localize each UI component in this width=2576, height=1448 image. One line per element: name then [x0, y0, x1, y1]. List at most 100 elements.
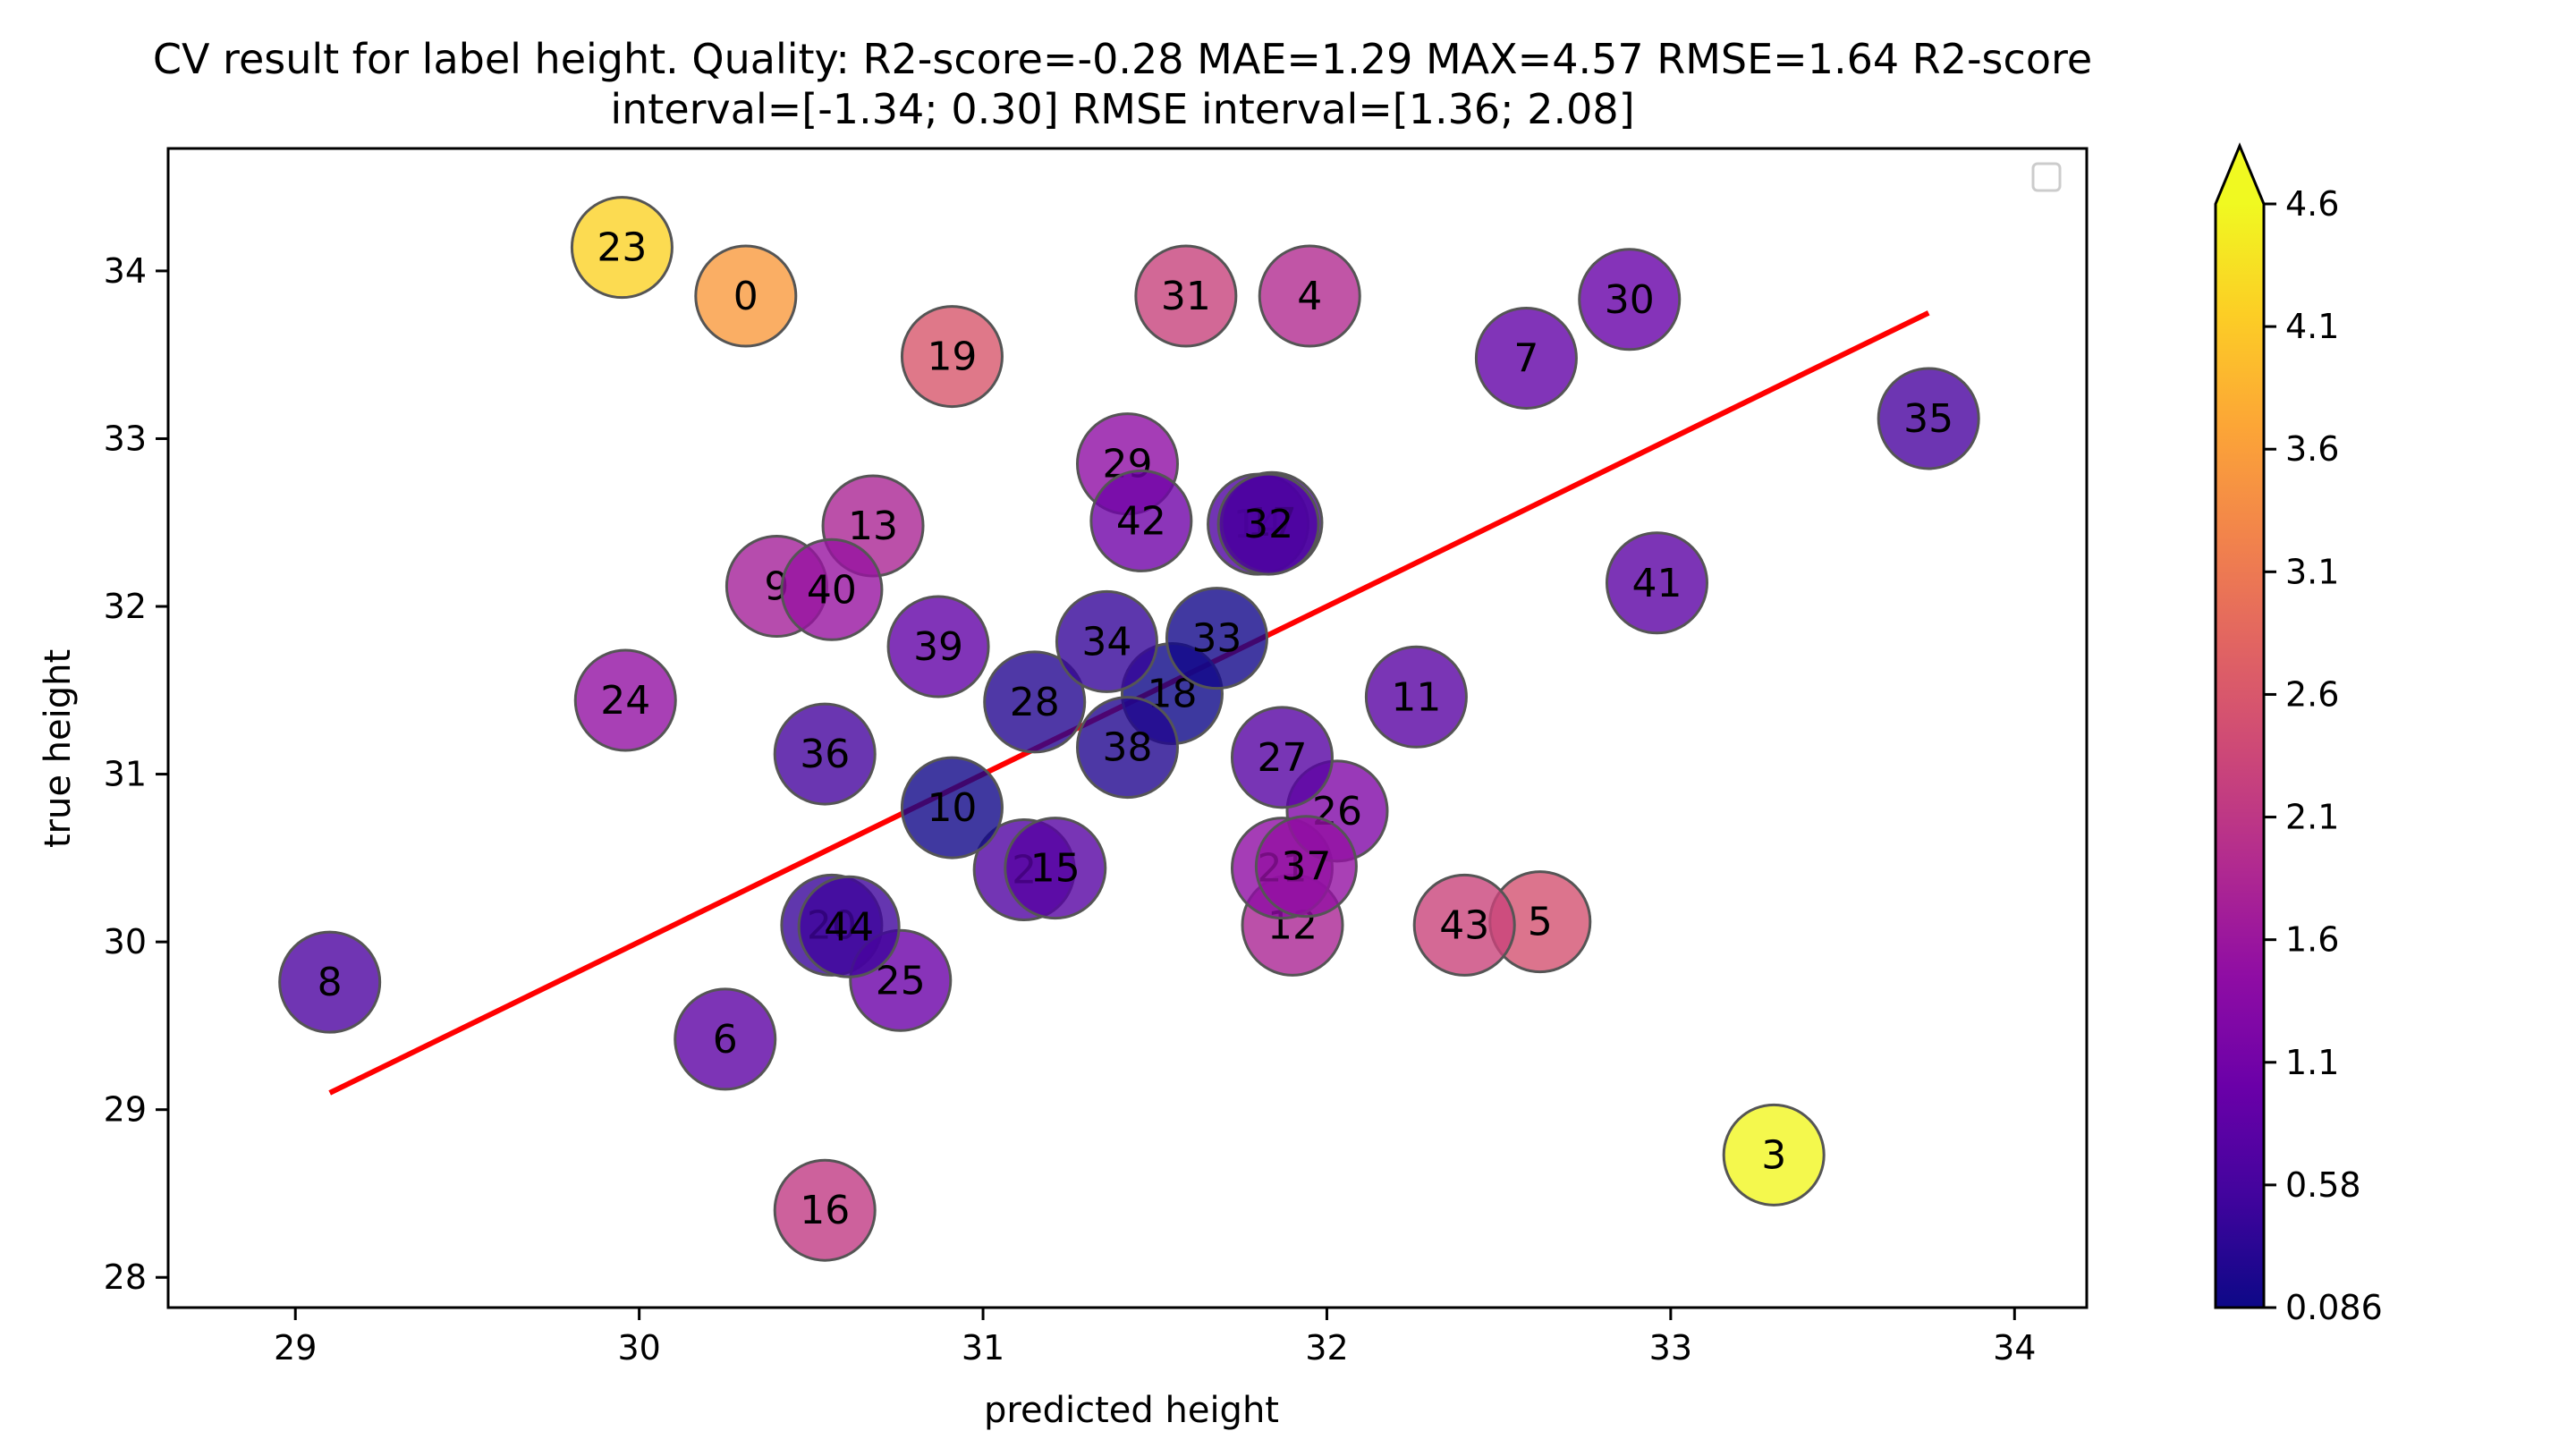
x-tick-label: 31	[962, 1328, 1004, 1368]
data-point: 39	[886, 595, 990, 699]
point-marker	[1254, 815, 1358, 919]
data-point: 8	[278, 930, 382, 1034]
point-label: 34	[1081, 619, 1131, 665]
point-label: 33	[1191, 616, 1241, 662]
point-marker	[1722, 1103, 1826, 1207]
y-tick-label: 30	[104, 922, 147, 961]
data-point: 15	[1004, 817, 1107, 920]
colorbar-tick-label: 4.6	[2285, 184, 2339, 224]
data-point: 32	[1216, 472, 1320, 576]
point-marker	[1258, 244, 1361, 348]
data-point: 30	[1578, 248, 1682, 351]
legend-box	[2031, 162, 2062, 192]
data-point: 23	[570, 196, 674, 300]
point-label: 0	[733, 274, 758, 319]
point-marker	[573, 648, 677, 752]
point-marker	[570, 196, 674, 300]
point-marker	[780, 538, 884, 641]
point-label: 37	[1281, 844, 1331, 890]
point-marker	[278, 930, 382, 1034]
point-marker	[773, 702, 877, 806]
point-label: 27	[1257, 735, 1307, 781]
point-label: 44	[824, 904, 874, 950]
point-marker	[694, 244, 798, 348]
data-point: 10	[900, 756, 1004, 859]
point-marker	[1076, 696, 1179, 800]
point-marker	[900, 756, 1004, 859]
data-point: 36	[773, 702, 877, 806]
point-label: 32	[1243, 502, 1293, 547]
point-label: 39	[913, 624, 963, 670]
data-point: 33	[1165, 587, 1268, 690]
point-marker	[886, 595, 990, 699]
point-marker	[1165, 587, 1268, 690]
x-tick-label: 30	[617, 1328, 660, 1368]
point-marker	[1230, 706, 1334, 809]
data-point: 41	[1605, 531, 1708, 635]
data-point: 16	[773, 1158, 877, 1262]
data-point: 34	[1055, 589, 1158, 693]
point-label: 16	[800, 1188, 850, 1233]
data-point: 27	[1230, 706, 1334, 809]
point-label: 24	[600, 678, 650, 724]
point-label: 15	[1030, 846, 1080, 892]
data-point: 42	[1089, 469, 1193, 572]
points-group: 0234567891011121314151617181920212324252…	[278, 196, 1980, 1262]
point-label: 4	[1297, 274, 1322, 319]
y-tick-label: 34	[104, 251, 147, 291]
point-label: 23	[597, 225, 647, 271]
point-marker	[983, 650, 1087, 754]
point-marker	[797, 875, 901, 978]
point-marker	[1134, 244, 1238, 348]
data-point: 19	[900, 305, 1004, 409]
point-label: 8	[318, 960, 343, 1005]
point-marker	[900, 305, 1004, 409]
point-label: 11	[1391, 674, 1441, 720]
point-label: 7	[1513, 335, 1538, 381]
y-tick-label: 31	[104, 755, 147, 794]
colorbar-tick-label: 1.1	[2285, 1043, 2339, 1082]
data-point: 5	[1488, 870, 1592, 974]
point-marker	[1605, 531, 1708, 635]
point-label: 19	[927, 334, 977, 380]
x-axis-label: predicted height	[984, 1390, 1279, 1431]
data-point: 28	[983, 650, 1087, 754]
point-label: 43	[1439, 902, 1489, 948]
colorbar-tick-label: 2.6	[2285, 674, 2339, 714]
point-marker	[674, 987, 777, 1091]
colorbar-tick-label: 3.6	[2285, 429, 2339, 469]
y-tick-label: 28	[104, 1257, 147, 1297]
data-point: 40	[780, 538, 884, 641]
point-label: 38	[1103, 725, 1153, 771]
point-label: 13	[848, 504, 898, 549]
point-label: 42	[1116, 498, 1166, 544]
point-marker	[1474, 306, 1578, 410]
y-axis-label: true height	[38, 649, 79, 848]
y-tick-label: 32	[104, 587, 147, 626]
point-marker	[1412, 873, 1516, 977]
point-label: 5	[1528, 900, 1553, 945]
chart-title-line-1: CV result for label height. Quality: R2-…	[153, 35, 2092, 83]
point-marker	[1216, 472, 1320, 576]
x-tick-label: 29	[274, 1328, 317, 1368]
data-point: 43	[1412, 873, 1516, 977]
colorbar-tick-label: 2.1	[2285, 798, 2339, 837]
point-label: 31	[1161, 274, 1211, 319]
chart-title-line-2: interval=[-1.34; 0.30] RMSE interval=[1.…	[610, 85, 1634, 133]
point-label: 35	[1903, 396, 1953, 442]
point-marker	[1877, 367, 1980, 470]
point-label: 10	[927, 785, 977, 831]
data-point: 4	[1258, 244, 1361, 348]
point-marker	[1055, 589, 1158, 693]
colorbar-tick-label: 0.086	[2285, 1288, 2383, 1327]
x-tick-label: 32	[1305, 1328, 1348, 1368]
colorbar: 0.086 0.58 1.1 1.6 2.1 2.6 3.1 3.6 4.1 4.6	[2214, 142, 2383, 1327]
colorbar-tick-label: 4.1	[2285, 307, 2339, 346]
colorbar-tick-label: 0.58	[2285, 1165, 2361, 1205]
point-label: 30	[1605, 277, 1655, 323]
x-tick-label: 33	[1649, 1328, 1692, 1368]
data-point: 11	[1364, 645, 1468, 749]
colorbar-tick-label: 1.6	[2285, 920, 2339, 960]
